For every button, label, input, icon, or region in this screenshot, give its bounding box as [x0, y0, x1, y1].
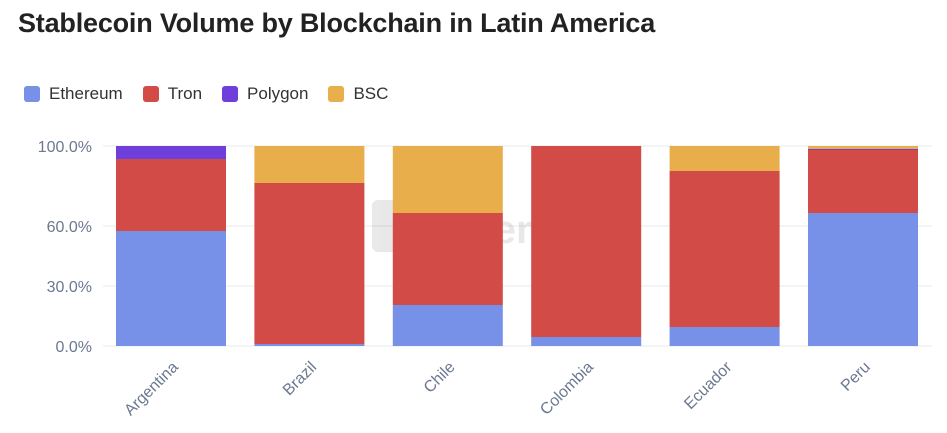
x-tick-label: Brazil	[280, 359, 320, 399]
bar-peru-tron	[808, 150, 918, 213]
bar-brazil-bsc	[254, 146, 365, 183]
legend-label: Polygon	[247, 84, 309, 103]
bar-colombia-tron	[531, 146, 642, 337]
bar-ecuador-ethereum	[669, 327, 780, 346]
bar-ecuador-bsc	[669, 146, 780, 171]
x-tick-label: Ecuador	[681, 358, 736, 413]
x-tick-label: Argentina	[121, 359, 182, 420]
bar-colombia-ethereum	[531, 337, 642, 346]
legend-label: Tron	[167, 84, 203, 103]
bar-argentina-ethereum	[116, 231, 226, 346]
bar-argentina-tron	[116, 159, 226, 231]
x-tick-label: Peru	[838, 359, 874, 395]
bar-argentina-polygon	[116, 146, 226, 159]
bar-chile-tron	[392, 213, 503, 305]
legend-label: Ethereum	[49, 84, 123, 103]
y-tick-label: 0.0%	[56, 339, 92, 356]
legend-item-polygon[interactable]: Polygon	[222, 84, 308, 104]
y-tick-label: 60.0%	[47, 219, 92, 236]
x-tick-label: Colombia	[537, 359, 597, 419]
bar-brazil-tron	[254, 183, 365, 344]
legend-swatch	[142, 86, 159, 102]
x-tick-label: Chile	[421, 359, 459, 397]
bar-peru-polygon	[808, 149, 918, 150]
legend-item-bsc[interactable]: BSC	[328, 84, 388, 104]
legend-item-tron[interactable]: Tron	[142, 84, 203, 104]
bar-peru-ethereum	[808, 213, 918, 346]
legend-swatch	[328, 86, 345, 102]
bar-brazil-ethereum	[254, 344, 365, 346]
y-tick-label: 100.0%	[38, 139, 92, 156]
legend: Ethereum Tron Polygon BSC	[24, 84, 388, 104]
bar-peru-bsc	[808, 146, 918, 149]
legend-item-ethereum[interactable]: Ethereum	[24, 84, 123, 104]
legend-label: BSC	[353, 84, 389, 103]
legend-swatch	[24, 86, 40, 102]
bar-chile-ethereum	[392, 305, 503, 346]
bar-chile-bsc	[392, 146, 503, 213]
bar-ecuador-tron	[669, 171, 780, 327]
legend-swatch	[222, 86, 239, 102]
chart-title: Stablecoin Volume by Blockchain in Latin…	[18, 8, 656, 38]
y-tick-label: 30.0%	[47, 279, 92, 296]
